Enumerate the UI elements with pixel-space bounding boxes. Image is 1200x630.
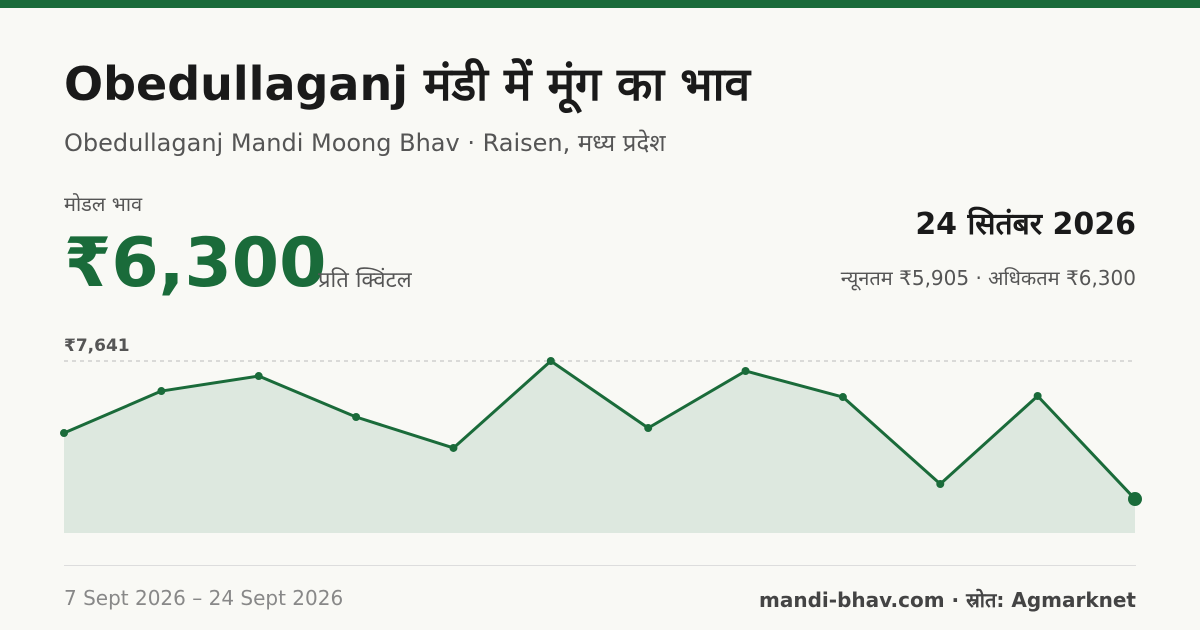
subtitle: Obedullaganj Mandi Moong Bhav · Raisen, … xyxy=(64,129,666,157)
point xyxy=(449,443,458,452)
price-range: न्यूनतम ₹5,905 · अधिकतम ₹6,300 xyxy=(840,266,1136,290)
title: Obedullaganj मंडी में मूंग का भाव xyxy=(64,57,751,111)
line xyxy=(63,359,1137,501)
point xyxy=(254,372,263,381)
point xyxy=(546,357,555,365)
point xyxy=(352,412,361,421)
source: mandi-bhav.com · स्रोत: Agmarknet xyxy=(759,588,1136,612)
point xyxy=(60,429,68,438)
price-unit: प्रति क्विंटल xyxy=(318,268,412,293)
y-tick-label: ₹7,641 xyxy=(64,336,130,356)
point xyxy=(1033,391,1042,400)
area xyxy=(64,361,1135,533)
point xyxy=(936,480,945,489)
period: 7 Sept 2026 – 24 Sept 2026 xyxy=(64,586,344,610)
price-date: 24 सितंबर 2026 xyxy=(915,207,1136,242)
point xyxy=(1128,492,1142,507)
divider xyxy=(64,565,1136,566)
point xyxy=(741,366,750,375)
top-bar xyxy=(0,0,1200,8)
price-label: मोडल भाव xyxy=(64,192,143,216)
point xyxy=(838,393,847,402)
price-value: ₹6,300 xyxy=(64,224,327,303)
point xyxy=(644,424,653,433)
point xyxy=(157,387,166,396)
